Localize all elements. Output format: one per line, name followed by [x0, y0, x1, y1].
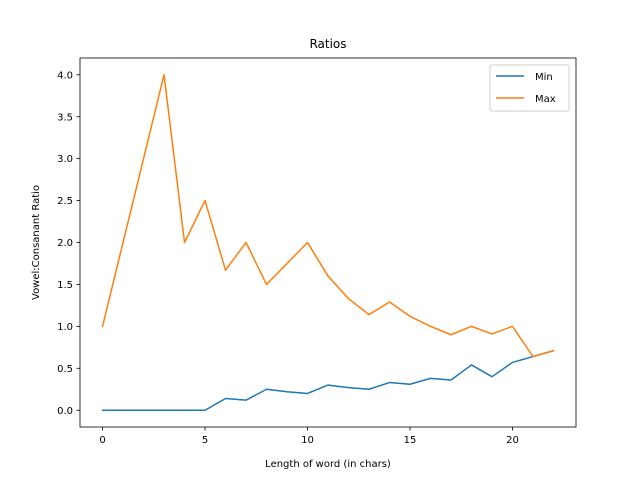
y-tick-label: 1.0 — [57, 322, 73, 333]
x-axis: 0 5 10 15 20 — [99, 427, 519, 446]
legend-label-min: Min — [535, 72, 553, 83]
y-axis-label: Vowel:Consanant Ratio — [31, 185, 42, 300]
legend-label-max: Max — [535, 94, 556, 105]
x-axis-label: Length of word (in chars) — [265, 459, 391, 470]
x-tick-label: 5 — [202, 435, 208, 446]
series-line-min — [101, 349, 555, 411]
y-tick-label: 3.5 — [57, 112, 73, 123]
plot-lines — [101, 74, 555, 411]
x-tick-label: 0 — [99, 435, 105, 446]
y-tick-label: 4.0 — [57, 70, 73, 81]
x-tick-label: 15 — [404, 435, 417, 446]
chart-title: Ratios — [309, 37, 346, 51]
y-tick-label: 3.0 — [57, 154, 73, 165]
y-axis: 0.0 0.5 1.0 1.5 2.0 2.5 3.0 3.5 4.0 — [57, 70, 80, 417]
x-tick-label: 20 — [506, 435, 519, 446]
legend-box — [489, 64, 570, 112]
legend: Min Max — [489, 64, 570, 112]
x-tick-label: 10 — [301, 435, 314, 446]
y-tick-label: 0.5 — [57, 364, 73, 375]
y-tick-label: 1.5 — [57, 280, 73, 291]
y-tick-label: 2.5 — [57, 196, 73, 207]
y-tick-label: 0.0 — [57, 406, 73, 417]
y-tick-label: 2.0 — [57, 238, 73, 249]
series-line-max — [101, 74, 555, 358]
